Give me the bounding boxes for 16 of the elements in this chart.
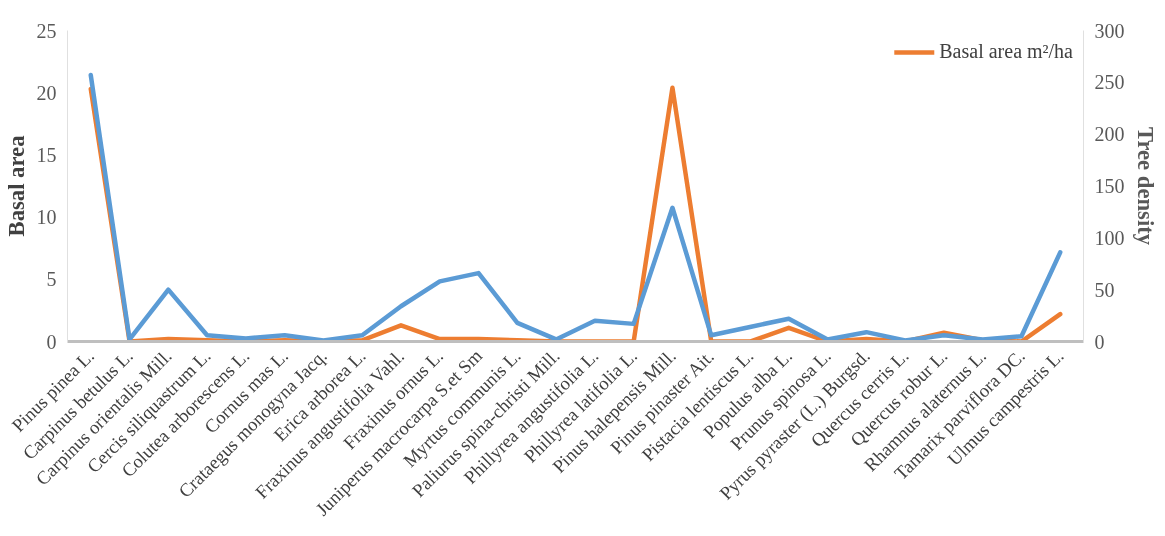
y-tick-label: 0: [46, 330, 57, 353]
y2-tick-label: 150: [1094, 175, 1125, 197]
y2-tick-label: 200: [1094, 123, 1125, 146]
y2-tick-label: 300: [1094, 19, 1125, 42]
y-tick-label: 10: [36, 206, 57, 229]
y-tick-label: 5: [46, 268, 57, 291]
y2-tick-label: 0: [1094, 330, 1105, 353]
y2-tick-label: 50: [1094, 278, 1115, 301]
y-tick-label: 20: [36, 81, 57, 104]
y-tick-label: 15: [36, 143, 57, 166]
legend-label: Basal area m²/ha: [939, 40, 1073, 63]
y-axis-title: Basal area: [3, 135, 29, 237]
y2-axis-title: Tree density: [1132, 126, 1158, 246]
y2-tick-label: 250: [1094, 71, 1125, 94]
y-tick-label: 25: [36, 19, 57, 42]
y2-tick-label: 100: [1094, 226, 1125, 249]
